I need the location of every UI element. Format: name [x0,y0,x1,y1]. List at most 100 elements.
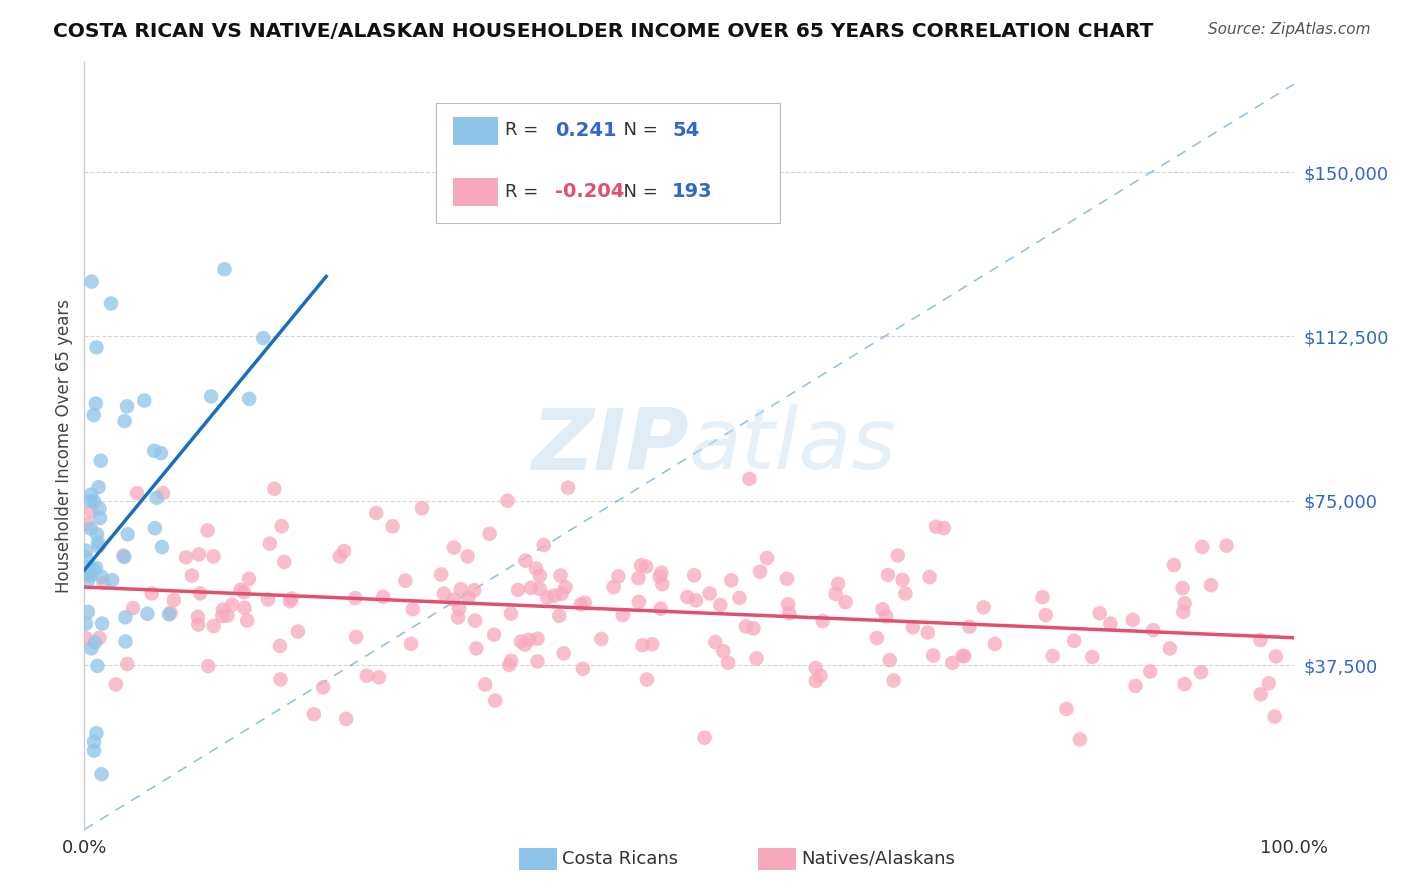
Point [84,560,107,574]
Point [252,331,274,345]
Point [1257,676,1279,690]
Point [498,658,520,673]
Point [496,493,519,508]
Point [447,610,470,624]
Point [650,601,672,615]
Point [636,559,658,574]
Point [373,590,395,604]
Point [1088,606,1111,620]
Point [529,568,551,582]
Point [77,605,100,619]
Point [1122,613,1144,627]
Point [87,480,110,494]
Text: Costa Ricans: Costa Ricans [562,850,679,868]
Point [1063,633,1085,648]
Point [270,519,292,533]
Point [344,591,367,605]
Point [872,602,894,616]
Point [1139,665,1161,679]
Point [510,634,533,648]
Point [394,574,416,588]
Point [917,625,939,640]
Point [381,519,404,533]
Point [499,607,522,621]
Point [676,590,699,604]
Point [866,631,889,645]
Point [125,486,148,500]
Point [591,632,613,646]
Point [650,566,672,580]
Point [602,580,624,594]
Point [187,610,209,624]
Point [188,586,211,600]
Point [1199,578,1222,592]
Point [1035,608,1057,623]
Point [91,616,114,631]
Point [517,632,540,647]
Point [1056,702,1078,716]
Point [211,609,233,624]
Point [77,566,100,581]
Point [114,414,136,428]
Point [1171,581,1194,595]
Point [1173,605,1195,619]
Point [630,558,652,573]
Point [922,648,945,663]
Point [648,569,671,583]
Point [75,550,97,565]
Point [711,644,734,658]
Point [810,668,832,682]
Point [1163,558,1185,572]
Point [520,581,543,595]
Point [728,591,751,605]
Point [83,562,105,576]
Point [879,653,901,667]
Point [1215,539,1237,553]
Point [709,598,731,612]
Text: R =: R = [505,183,544,201]
Point [627,595,650,609]
Point [550,568,572,582]
Text: 0.241: 0.241 [555,120,617,140]
Point [329,549,352,564]
Point [188,548,211,562]
Point [457,591,479,605]
Point [89,631,111,645]
Point [79,522,101,536]
Point [887,549,910,563]
Point [270,673,292,687]
Point [145,491,167,505]
Point [612,607,634,622]
Point [90,454,112,468]
Text: atlas: atlas [689,404,897,488]
Point [450,582,472,597]
Text: ZIP: ZIP [531,404,689,488]
Point [651,577,673,591]
Point [941,656,963,670]
Point [80,275,103,289]
Point [607,569,630,583]
Point [233,600,256,615]
Point [402,602,425,616]
Point [86,659,108,673]
Point [141,586,163,600]
Point [287,624,309,639]
Text: 193: 193 [672,182,713,202]
Point [901,620,924,634]
Point [891,573,914,587]
Point [90,767,112,781]
Point [212,602,235,616]
Point [197,659,219,673]
Point [778,597,800,611]
Text: Natives/Alaskans: Natives/Alaskans [801,850,955,868]
Point [112,549,135,564]
Point [202,619,225,633]
Point [457,549,479,564]
Text: COSTA RICAN VS NATIVE/ALASKAN HOUSEHOLDER INCOME OVER 65 YEARS CORRELATION CHART: COSTA RICAN VS NATIVE/ALASKAN HOUSEHOLDE… [53,22,1154,41]
Point [827,576,849,591]
Point [1264,649,1286,664]
Point [75,543,97,558]
Text: 54: 54 [672,120,699,140]
Point [717,656,740,670]
Point [200,389,222,403]
